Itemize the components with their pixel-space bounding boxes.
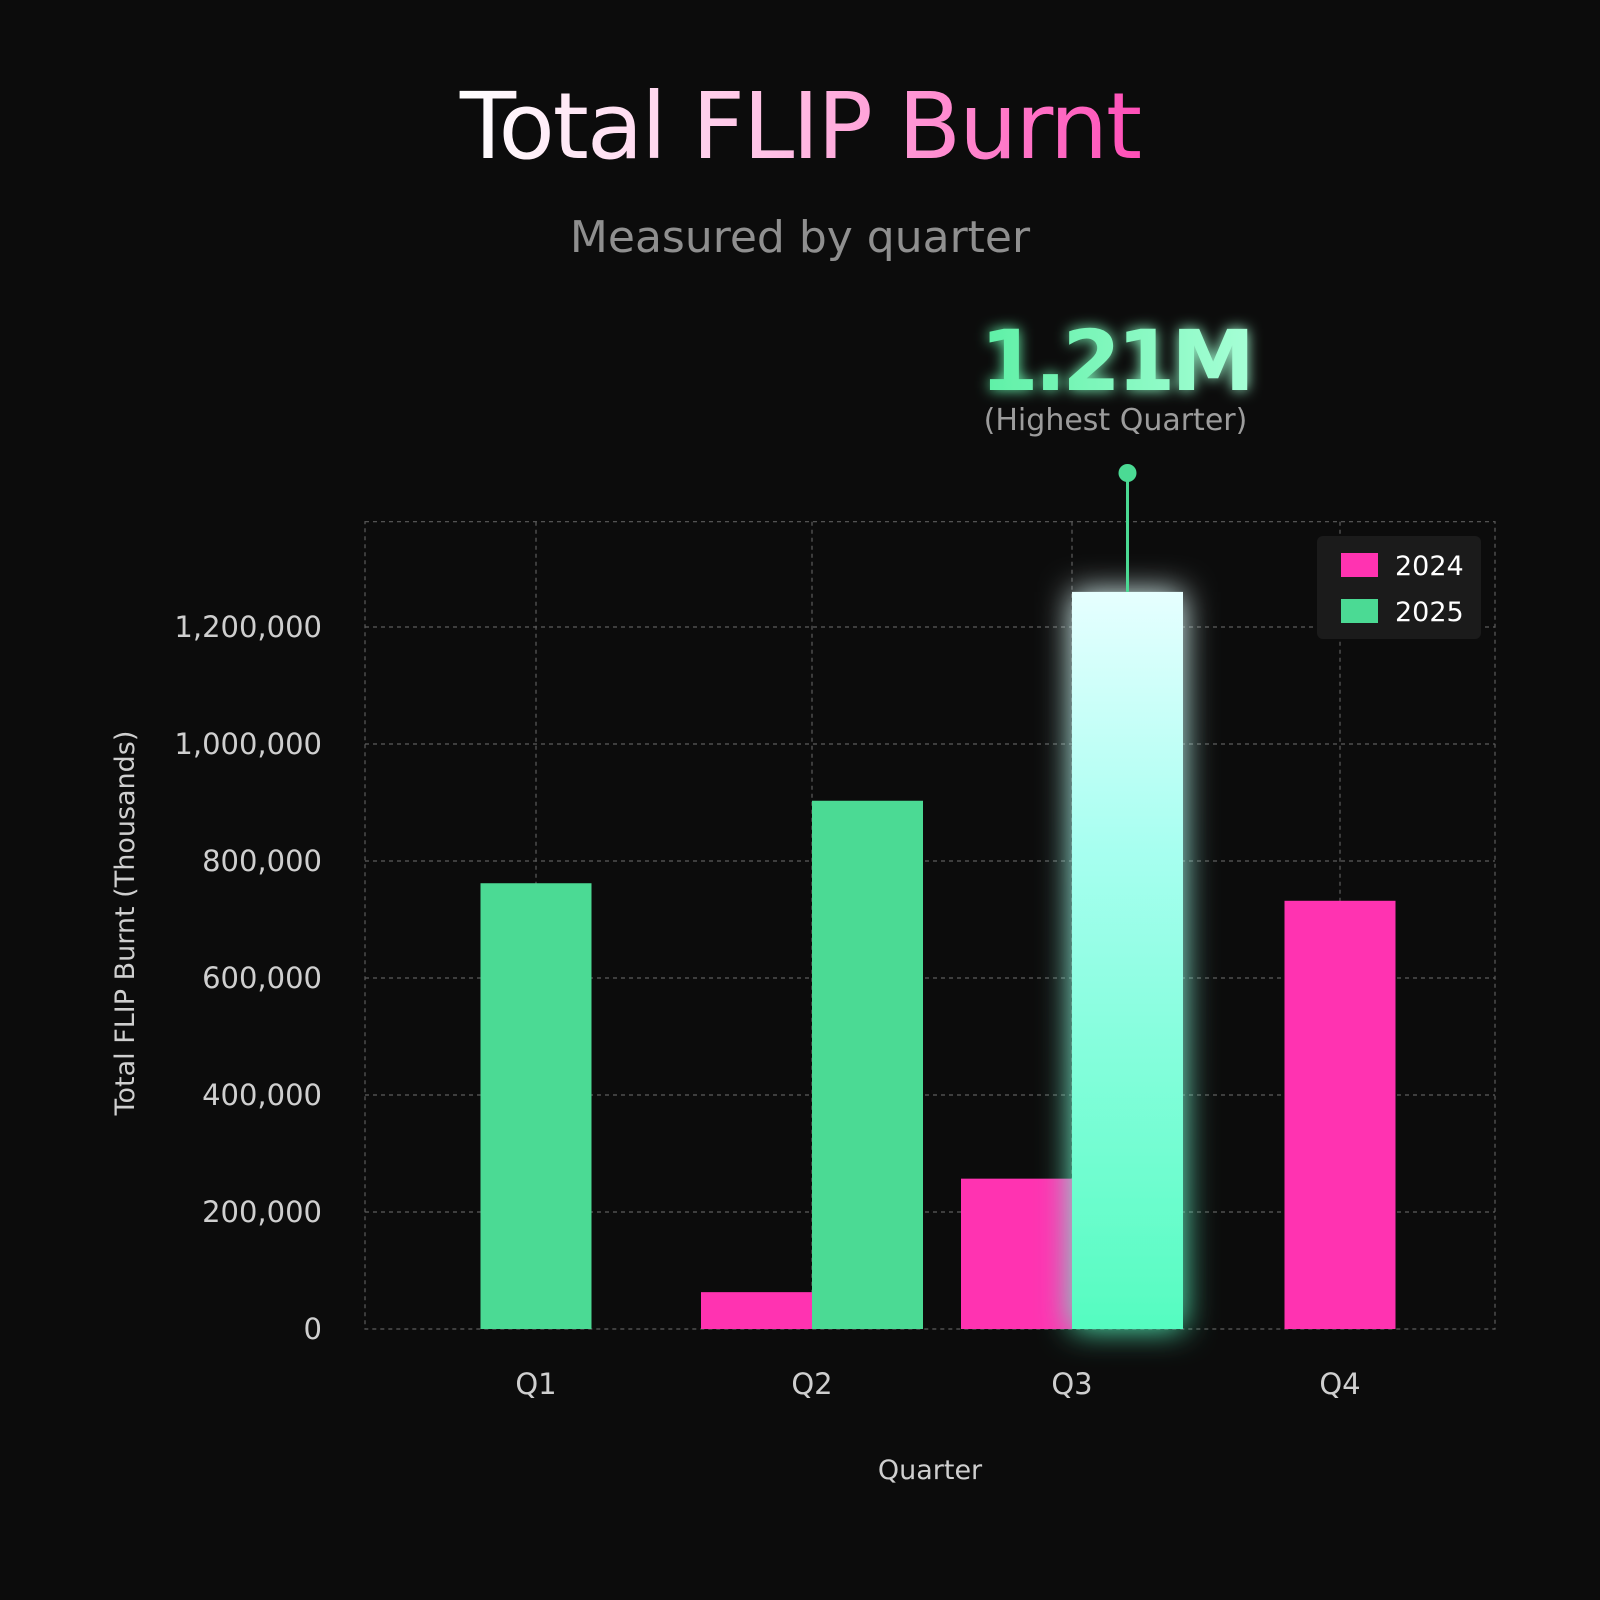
x-axis-title: Quarter bbox=[878, 1455, 983, 1486]
y-tick-label: 1,200,000 bbox=[174, 610, 322, 644]
callout-dot bbox=[1118, 464, 1137, 482]
x-tick-label-q1: Q1 bbox=[515, 1367, 556, 1401]
highest-quarter-callout: 1.21M (Highest Quarter) bbox=[980, 312, 1255, 592]
legend-label-2025: 2025 bbox=[1395, 597, 1464, 628]
x-tick-label-q4: Q4 bbox=[1319, 1367, 1360, 1401]
y-tick-label: 600,000 bbox=[202, 961, 322, 995]
x-axis: Q1 Q2 Q3 Q4 bbox=[515, 1367, 1360, 1401]
callout-value: 1.21M bbox=[980, 312, 1251, 410]
y-tick-label: 0 bbox=[304, 1312, 322, 1346]
x-tick-label-q3: Q3 bbox=[1051, 1367, 1092, 1401]
y-axis: 0 200,000 400,000 600,000 800,000 1,000,000 1,… bbox=[174, 610, 322, 1346]
legend-swatch-2024 bbox=[1341, 553, 1378, 577]
legend-label-2024: 2024 bbox=[1395, 551, 1464, 582]
callout-note: (Highest Quarter) bbox=[984, 403, 1248, 438]
legend: 2024 2025 bbox=[1317, 536, 1481, 639]
legend-swatch-2025 bbox=[1341, 599, 1378, 623]
bar-2024-q4 bbox=[1284, 900, 1396, 1329]
bar-2025-q1 bbox=[480, 883, 592, 1329]
bars bbox=[480, 591, 1396, 1329]
x-tick-label-q2: Q2 bbox=[791, 1367, 832, 1401]
chart-subtitle: Measured by quarter bbox=[570, 212, 1031, 263]
bar-2025-q2 bbox=[812, 800, 923, 1329]
y-axis-title: Total FLIP Burnt (Thousands) bbox=[110, 731, 141, 1117]
y-tick-label: 800,000 bbox=[202, 844, 322, 878]
y-tick-label: 200,000 bbox=[202, 1195, 322, 1229]
bar-2024-q3 bbox=[961, 1178, 1072, 1329]
bar-2024-q2 bbox=[701, 1292, 812, 1329]
y-tick-label: 400,000 bbox=[202, 1078, 322, 1112]
bar-2025-q3 bbox=[1072, 591, 1183, 1329]
y-tick-label: 1,000,000 bbox=[174, 727, 322, 761]
chart-title: Total FLIP Burnt bbox=[459, 73, 1140, 180]
